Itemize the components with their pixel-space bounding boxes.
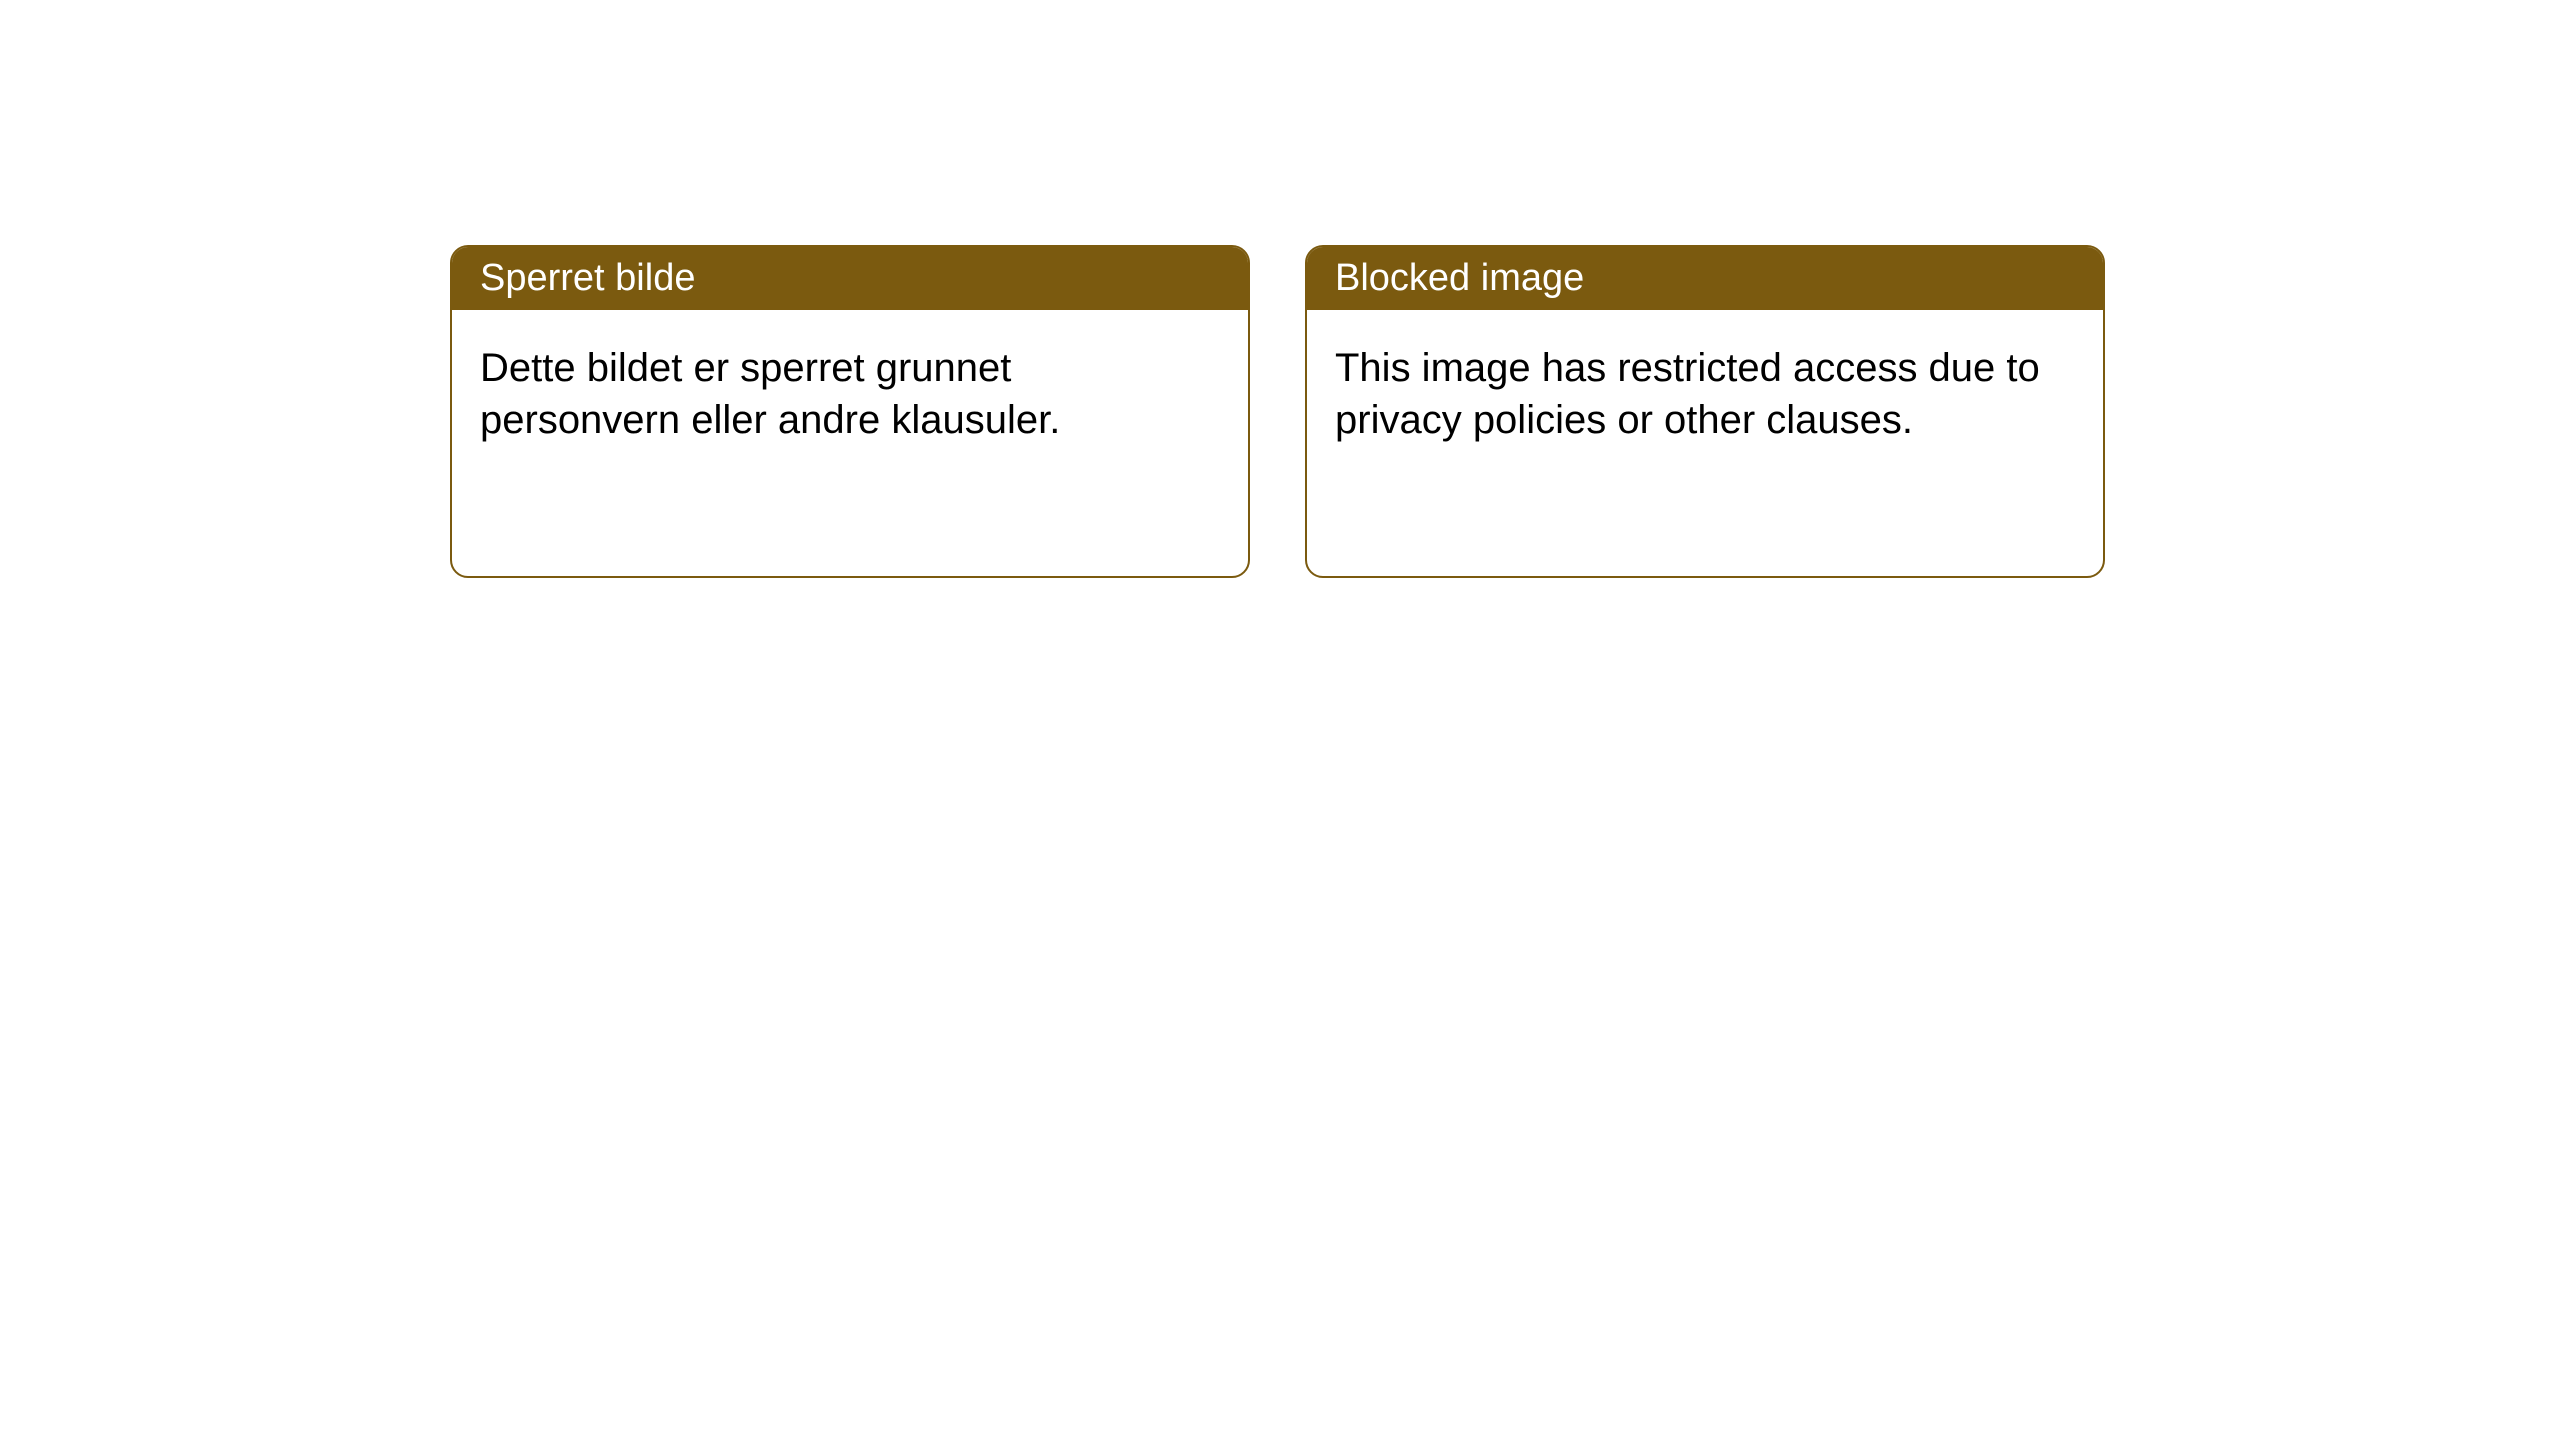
notice-header-english: Blocked image (1307, 247, 2103, 310)
notice-title-english: Blocked image (1335, 257, 1584, 299)
notice-text-english: This image has restricted access due to … (1335, 346, 2040, 442)
notice-title-norwegian: Sperret bilde (480, 257, 695, 299)
notice-header-norwegian: Sperret bilde (452, 247, 1248, 310)
notice-card-english: Blocked image This image has restricted … (1305, 245, 2105, 578)
notice-card-norwegian: Sperret bilde Dette bildet er sperret gr… (450, 245, 1250, 578)
notice-body-norwegian: Dette bildet er sperret grunnet personve… (452, 310, 1248, 478)
notice-body-english: This image has restricted access due to … (1307, 310, 2103, 478)
notice-text-norwegian: Dette bildet er sperret grunnet personve… (480, 346, 1060, 442)
notice-container: Sperret bilde Dette bildet er sperret gr… (0, 0, 2560, 578)
